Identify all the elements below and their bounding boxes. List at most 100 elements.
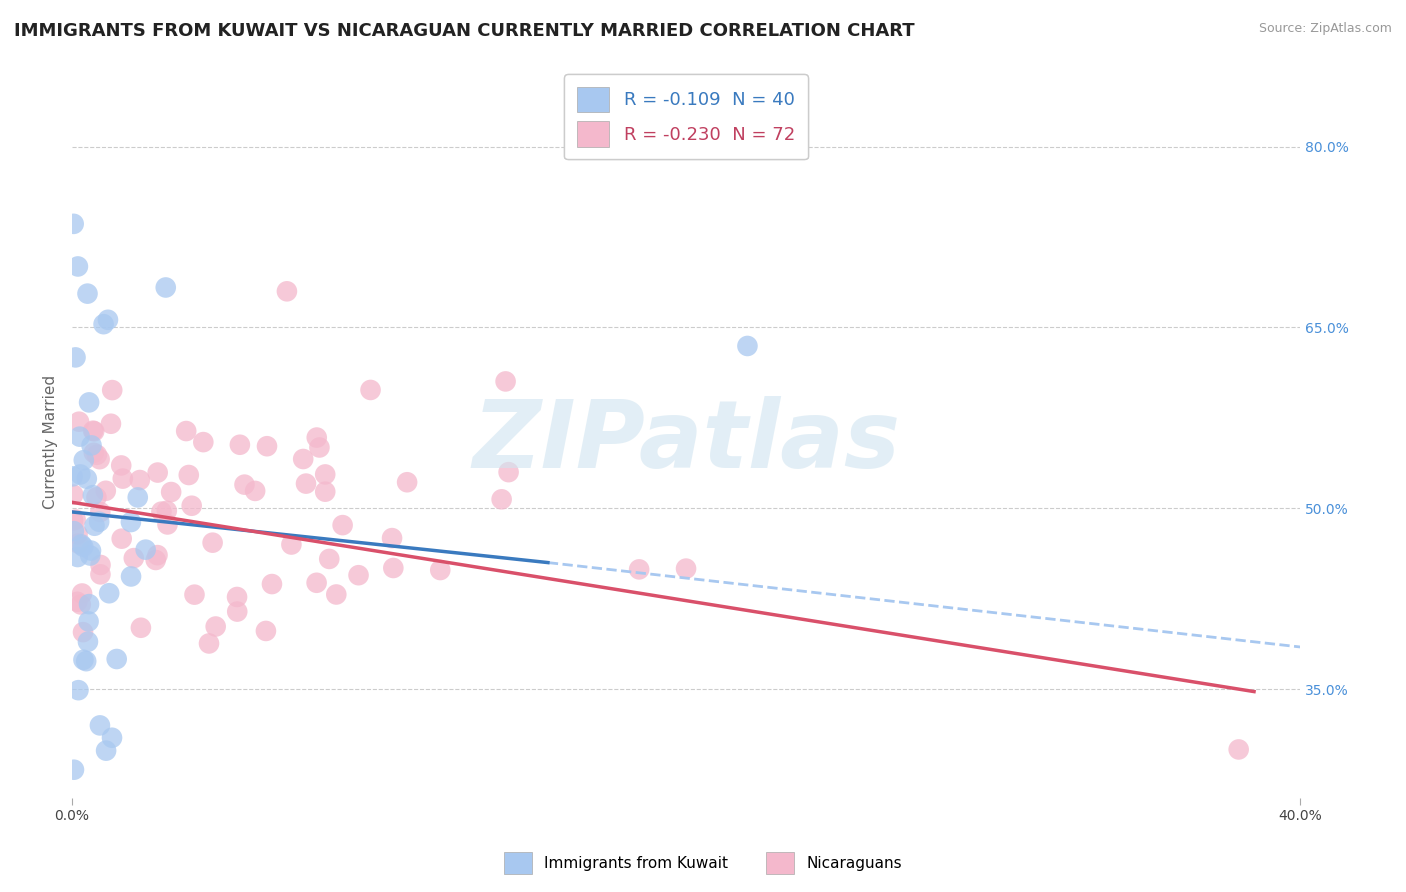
Point bbox=[93, 317, 115, 331]
Point bbox=[66, 527, 89, 541]
Point bbox=[89, 718, 111, 732]
Point bbox=[429, 563, 451, 577]
Point bbox=[204, 619, 226, 633]
Point bbox=[120, 515, 142, 529]
Text: ZIPatlas: ZIPatlas bbox=[472, 396, 900, 488]
Point bbox=[498, 465, 520, 479]
Point bbox=[146, 466, 169, 480]
Point bbox=[62, 217, 84, 231]
Point bbox=[193, 435, 215, 450]
Point bbox=[98, 586, 121, 600]
Point bbox=[72, 653, 94, 667]
Point bbox=[120, 569, 142, 583]
Point bbox=[292, 452, 315, 467]
Point bbox=[201, 535, 224, 549]
Point bbox=[70, 586, 93, 600]
Point bbox=[101, 731, 124, 745]
Point bbox=[63, 524, 86, 538]
Point bbox=[94, 744, 117, 758]
Point bbox=[491, 492, 513, 507]
Point bbox=[305, 575, 328, 590]
Point bbox=[76, 286, 98, 301]
Point bbox=[135, 542, 157, 557]
Point bbox=[86, 448, 108, 462]
Point bbox=[65, 351, 87, 365]
Point bbox=[381, 531, 404, 545]
Point bbox=[127, 491, 149, 505]
Point bbox=[72, 625, 94, 640]
Point bbox=[89, 505, 111, 519]
Point bbox=[105, 652, 128, 666]
Point bbox=[69, 467, 91, 482]
Point bbox=[97, 313, 120, 327]
Point bbox=[308, 441, 330, 455]
Text: Source: ZipAtlas.com: Source: ZipAtlas.com bbox=[1258, 22, 1392, 36]
Point bbox=[226, 590, 249, 604]
Legend: Immigrants from Kuwait, Nicaraguans: Immigrants from Kuwait, Nicaraguans bbox=[498, 846, 908, 880]
Point bbox=[628, 562, 651, 576]
Point bbox=[280, 537, 302, 551]
Point bbox=[76, 472, 98, 486]
Point bbox=[382, 561, 405, 575]
Point bbox=[183, 588, 205, 602]
Point bbox=[83, 425, 105, 439]
Point bbox=[675, 561, 697, 575]
Point bbox=[67, 683, 90, 698]
Point bbox=[360, 383, 382, 397]
Point bbox=[82, 424, 104, 438]
Point bbox=[198, 636, 221, 650]
Point bbox=[243, 483, 266, 498]
Point bbox=[80, 543, 103, 558]
Point bbox=[737, 339, 759, 353]
Point bbox=[83, 446, 105, 460]
Point bbox=[111, 532, 134, 546]
Point bbox=[229, 438, 252, 452]
Point bbox=[72, 540, 94, 554]
Point bbox=[62, 488, 84, 502]
Point bbox=[129, 621, 152, 635]
Point bbox=[89, 515, 111, 529]
Point bbox=[89, 567, 111, 582]
Point bbox=[100, 417, 122, 431]
Point bbox=[83, 518, 105, 533]
Point bbox=[89, 452, 111, 467]
Y-axis label: Currently Married: Currently Married bbox=[44, 375, 58, 509]
Point bbox=[347, 568, 370, 582]
Point bbox=[66, 549, 89, 564]
Point bbox=[62, 469, 84, 483]
Point bbox=[111, 472, 134, 486]
Point bbox=[128, 473, 150, 487]
Point bbox=[150, 505, 173, 519]
Point bbox=[318, 552, 340, 566]
Point bbox=[101, 383, 124, 397]
Point bbox=[305, 431, 328, 445]
Point bbox=[146, 548, 169, 562]
Point bbox=[73, 453, 96, 467]
Point bbox=[325, 587, 347, 601]
Point bbox=[94, 483, 117, 498]
Point bbox=[69, 430, 91, 444]
Point bbox=[65, 512, 87, 526]
Point bbox=[332, 518, 354, 533]
Point bbox=[77, 395, 100, 409]
Point bbox=[80, 438, 103, 452]
Point bbox=[77, 634, 100, 648]
Text: IMMIGRANTS FROM KUWAIT VS NICARAGUAN CURRENTLY MARRIED CORRELATION CHART: IMMIGRANTS FROM KUWAIT VS NICARAGUAN CUR… bbox=[14, 22, 915, 40]
Point bbox=[495, 375, 517, 389]
Point bbox=[180, 499, 202, 513]
Point bbox=[145, 553, 167, 567]
Point bbox=[260, 577, 283, 591]
Point bbox=[233, 477, 256, 491]
Point bbox=[155, 280, 177, 294]
Point bbox=[67, 415, 90, 429]
Point bbox=[77, 597, 100, 611]
Point bbox=[160, 485, 183, 500]
Point bbox=[77, 615, 100, 629]
Point bbox=[66, 260, 89, 274]
Point bbox=[276, 285, 298, 299]
Point bbox=[89, 558, 111, 572]
Legend: R = -0.109  N = 40, R = -0.230  N = 72: R = -0.109 N = 40, R = -0.230 N = 72 bbox=[564, 74, 808, 160]
Point bbox=[70, 537, 93, 551]
Point bbox=[63, 763, 86, 777]
Point bbox=[295, 476, 318, 491]
